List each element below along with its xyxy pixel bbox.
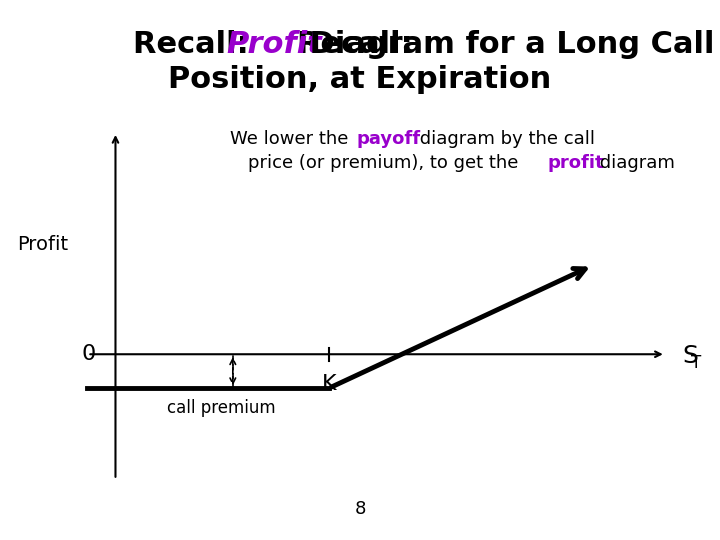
Text: T: T	[691, 354, 701, 373]
Text: Position, at Expiration: Position, at Expiration	[168, 65, 552, 94]
Text: 0: 0	[81, 344, 96, 365]
Text: 8: 8	[354, 501, 366, 518]
Text: profit: profit	[547, 154, 604, 172]
Text: payoff: payoff	[356, 130, 420, 147]
Text: S: S	[683, 343, 698, 368]
Text: Profit: Profit	[227, 30, 323, 59]
Text: Recall:: Recall:	[297, 30, 423, 59]
Text: Profit: Profit	[17, 235, 68, 254]
Text: Recall:: Recall:	[133, 30, 260, 59]
Text: We lower the: We lower the	[230, 130, 354, 147]
Text: diagram: diagram	[594, 154, 675, 172]
Text: price (or premium), to get the: price (or premium), to get the	[248, 154, 525, 172]
Text: call premium: call premium	[167, 399, 276, 417]
Text: diagram by the call: diagram by the call	[414, 130, 595, 147]
Text: Diagram for a Long Call: Diagram for a Long Call	[299, 30, 714, 59]
Text: K: K	[322, 374, 336, 394]
